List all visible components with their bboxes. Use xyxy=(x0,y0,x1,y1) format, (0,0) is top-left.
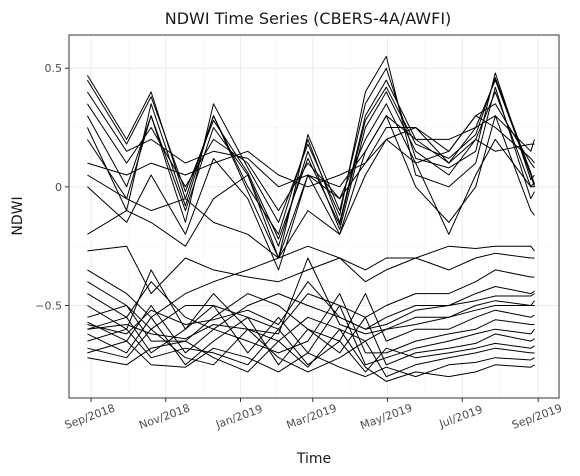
x-axis-ticks: Sep/2018 Nov/2018 Jan/2019 Mar/2019 May/2019… xyxy=(63,398,564,432)
series-line-12 xyxy=(87,245,535,295)
series-line-14 xyxy=(87,269,535,330)
x-tick-label: Jan/2019 xyxy=(213,402,264,431)
y-tick-label: −0.5 xyxy=(35,299,62,312)
y-axis-title: NDWI xyxy=(10,196,26,235)
x-tick-label: May/2019 xyxy=(358,401,414,432)
series-line-23 xyxy=(87,340,535,378)
series-line-3 xyxy=(86,103,535,212)
y-tick-label: 0 xyxy=(55,181,62,194)
x-tick-label: Sep/2019 xyxy=(510,402,564,432)
x-tick-label: Sep/2018 xyxy=(63,402,117,432)
series-line-25 xyxy=(87,257,535,340)
series-line-4 xyxy=(86,67,535,259)
series-line-5 xyxy=(86,91,535,188)
series-line-22 xyxy=(87,328,535,378)
series-line-24 xyxy=(87,328,535,382)
series-line-20 xyxy=(87,316,535,366)
series-line-21 xyxy=(87,328,535,373)
series-line-10 xyxy=(87,138,535,259)
y-axis-ticks: −0.5 0 0.5 xyxy=(35,62,69,312)
series-lines xyxy=(86,55,535,382)
x-axis-title: Time xyxy=(296,451,331,467)
series-line-1 xyxy=(86,75,535,235)
x-tick-label: Mar/2019 xyxy=(285,402,339,432)
series-line-7 xyxy=(87,115,535,188)
plot-panel xyxy=(68,34,560,399)
x-tick-label: Jul/2019 xyxy=(437,403,485,431)
series-line-11 xyxy=(87,127,535,259)
series-line-8 xyxy=(86,77,535,240)
chart-title: NDWI Time Series (CBERS-4A/AWFI) xyxy=(165,9,452,28)
x-tick-label: Nov/2018 xyxy=(137,402,191,432)
y-tick-label: 0.5 xyxy=(45,62,63,75)
series-line-26 xyxy=(87,281,535,335)
series-line-13 xyxy=(87,245,535,318)
series-line-6 xyxy=(86,55,535,223)
